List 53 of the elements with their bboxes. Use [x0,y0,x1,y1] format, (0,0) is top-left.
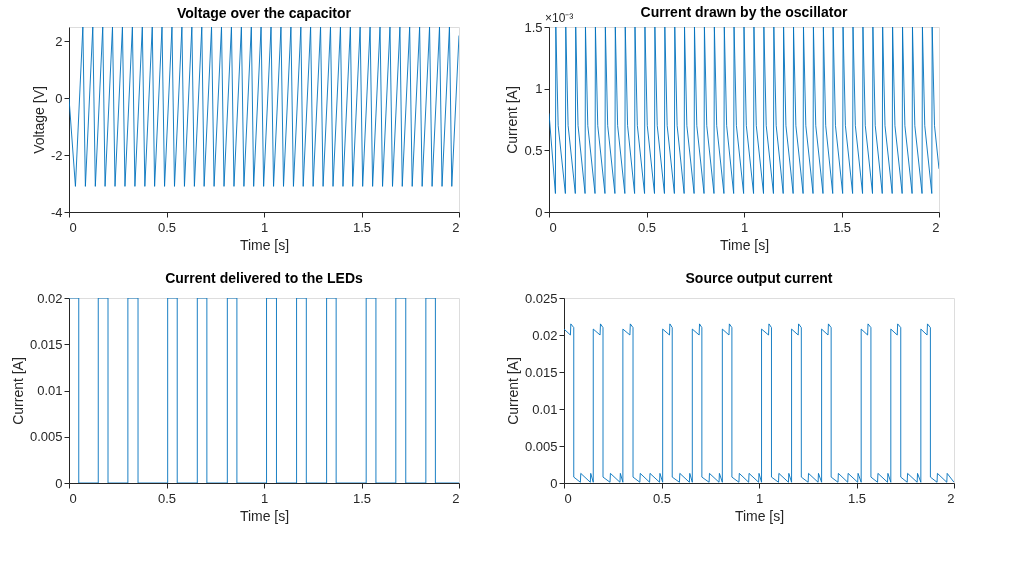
y-axis-title: Current [A] [9,357,26,425]
x-tick-label: 0.5 [157,219,177,235]
line-series [549,27,939,194]
y-tick-label: 0.005 [29,429,63,445]
chart-title: Current drawn by the oscillator [640,4,849,20]
y-tick-label: -2 [50,147,63,163]
y-tick-label: 0 [535,204,543,220]
x-tick-label: 1.5 [832,219,852,235]
line-series [69,27,459,187]
x-tick-label: 0.5 [652,490,672,506]
y-axis-title: Current [A] [504,357,521,425]
y-axis-title: Current [A] [504,86,521,154]
x-tick-label: 0 [564,490,572,506]
x-tick-label: 0 [69,490,77,506]
chart-title: Current delivered to the LEDs [165,270,364,286]
x-tick-label: 2 [452,490,460,506]
y-tick-label: -4 [50,204,63,220]
y-tick-label: 0 [55,90,63,106]
x-tick-label: 2 [932,219,940,235]
y-tick-label: 0.015 [524,364,558,380]
x-tick-label: 0 [69,219,77,235]
y-axis-title: Voltage [V] [30,86,47,154]
x-tick-label: 0.5 [157,490,177,506]
y-tick-label: 0.025 [524,290,558,306]
x-tick-label: 1 [755,490,764,506]
x-tick-label: 1 [260,490,269,506]
x-axis-title: Time [s] [734,507,785,524]
y-tick-label: 0.5 [524,142,543,158]
y-tick-label: 0.01 [37,383,63,398]
y-tick-label: 0 [55,475,63,491]
y-tick-label: 1 [535,81,543,97]
y-tick-label: 0.02 [532,327,558,343]
x-tick-label: 1.5 [352,219,372,235]
y-tick-label: 0.01 [532,401,558,417]
y-tick-label: 2 [55,33,63,49]
x-tick-label: 1.5 [352,490,372,506]
y-tick-label: 0.02 [37,290,63,306]
x-tick-label: 2 [947,490,955,506]
y-tick-label: 1.5 [524,19,543,35]
y-tick-label: 0.005 [524,438,558,454]
x-axis-title: Time [s] [239,507,290,524]
x-tick-label: 1 [740,219,749,235]
x-axis-title: Time [s] [239,236,290,253]
x-tick-label: 1.5 [847,490,867,506]
x-tick-label: 1 [260,219,269,235]
x-tick-label: 2 [452,219,460,235]
text: ×10⁻³ [545,11,574,25]
y-tick-label: 0.015 [29,336,63,352]
chart-title: Source output current [685,270,833,286]
x-axis-title: Time [s] [719,236,770,253]
x-tick-label: 0.5 [637,219,657,235]
chart-title: Voltage over the capacitor [176,5,352,21]
y-tick-label: 0 [550,475,558,491]
